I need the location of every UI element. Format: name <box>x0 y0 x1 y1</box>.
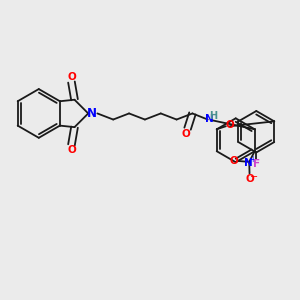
Text: F: F <box>253 159 260 169</box>
Text: H: H <box>209 111 217 121</box>
Text: N: N <box>205 114 214 124</box>
Text: O: O <box>245 174 254 184</box>
Text: O: O <box>225 120 234 130</box>
Text: −: − <box>250 172 258 182</box>
Text: O: O <box>229 156 238 166</box>
Text: N: N <box>87 107 97 120</box>
Text: +: + <box>249 155 256 164</box>
Text: O: O <box>67 145 76 155</box>
Text: O: O <box>182 129 191 139</box>
Text: O: O <box>67 72 76 82</box>
Text: N: N <box>244 158 253 168</box>
